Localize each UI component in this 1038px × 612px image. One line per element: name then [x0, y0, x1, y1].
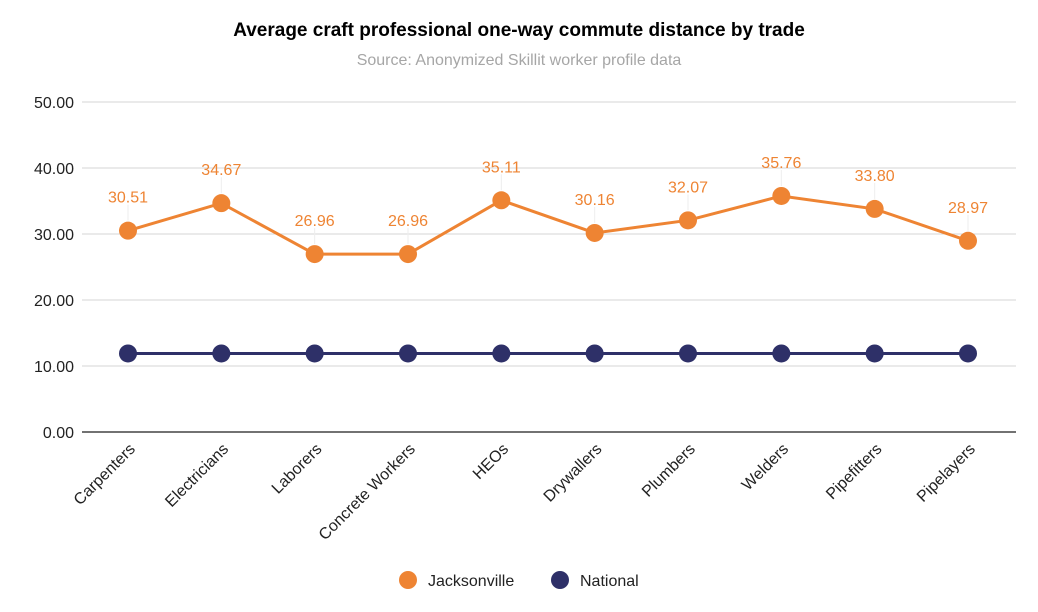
legend-label-jacksonville: Jacksonville — [428, 573, 514, 590]
series-line-jacksonville — [127, 194, 969, 256]
x-tick-label: Laborers — [269, 441, 326, 498]
data-point-jacksonville — [585, 223, 604, 242]
y-tick-label: 30.00 — [34, 227, 74, 244]
data-point-national — [305, 344, 324, 363]
data-label: 28.97 — [948, 200, 988, 217]
x-tick-label: Welders — [739, 441, 792, 494]
data-label: 32.07 — [668, 179, 708, 196]
data-label: 26.96 — [388, 213, 428, 230]
legend-label-national: National — [580, 573, 639, 590]
x-tick-label: HEOs — [470, 441, 512, 483]
x-tick-label: Drywallers — [541, 441, 606, 506]
y-tick-label: 50.00 — [34, 95, 74, 112]
data-point-national — [585, 344, 604, 363]
data-point-jacksonville — [679, 211, 697, 230]
data-point-jacksonville — [492, 191, 511, 210]
data-point-jacksonville — [865, 199, 884, 218]
data-point-national — [772, 344, 791, 363]
chart-subtitle: Source: Anonymized Skillit worker profil… — [356, 52, 682, 69]
x-tick-label: Electricians — [162, 441, 232, 511]
data-label: 35.11 — [482, 159, 521, 176]
legend-marker-jacksonville — [399, 571, 417, 589]
data-point-national — [959, 344, 977, 363]
chart-title: Average craft professional one-way commu… — [233, 20, 805, 41]
data-point-national — [399, 344, 417, 363]
y-tick-label: 40.00 — [34, 161, 74, 178]
data-label: 35.76 — [761, 155, 801, 172]
data-point-national — [865, 344, 884, 363]
x-tick-label: Plumbers — [639, 441, 699, 501]
data-point-national — [119, 344, 137, 363]
data-point-national — [679, 344, 697, 363]
data-point-jacksonville — [119, 221, 137, 240]
data-point-jacksonville — [959, 231, 977, 250]
data-label: 34.67 — [201, 162, 241, 179]
data-point-jacksonville — [305, 245, 324, 264]
data-point-jacksonville — [212, 194, 231, 213]
x-tick-label: Carpenters — [71, 441, 139, 509]
x-tick-label: Pipefitters — [823, 441, 885, 503]
x-tick-label: Concrete Workers — [316, 441, 419, 544]
data-label: 30.16 — [575, 192, 615, 209]
legend-marker-national — [551, 571, 569, 589]
data-label: 26.96 — [295, 213, 335, 230]
x-tick-label: Pipelayers — [914, 441, 979, 506]
data-point-national — [212, 344, 231, 363]
y-tick-label: 20.00 — [34, 293, 74, 310]
data-point-jacksonville — [399, 245, 417, 264]
data-label: 30.51 — [108, 190, 148, 207]
y-tick-label: 0.00 — [43, 425, 74, 442]
y-tick-label: 10.00 — [34, 359, 74, 376]
data-point-jacksonville — [772, 186, 791, 205]
data-point-national — [492, 344, 511, 363]
data-label: 33.80 — [855, 168, 895, 185]
